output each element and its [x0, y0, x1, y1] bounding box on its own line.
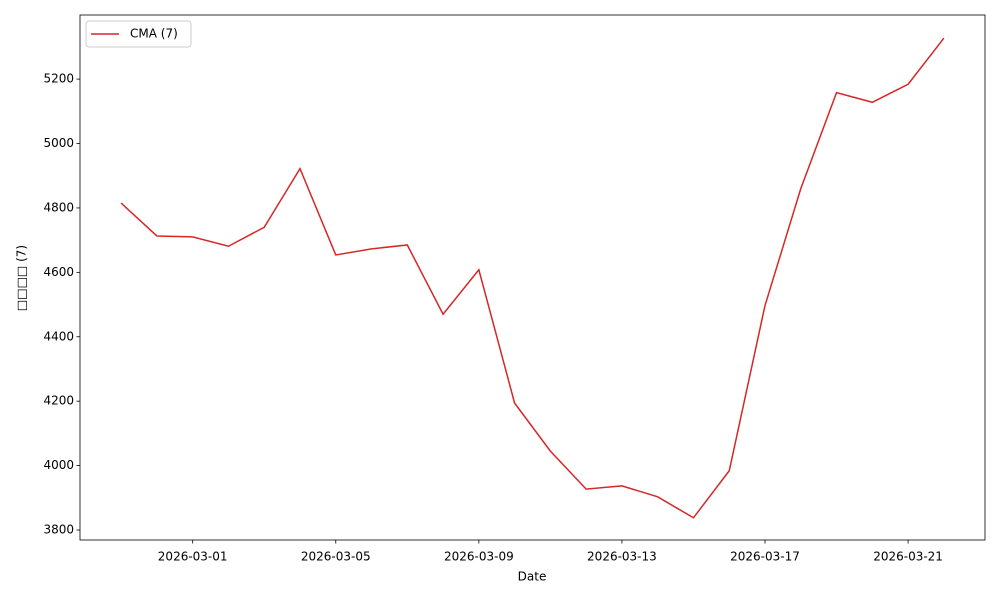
x-tick-label: 2026-03-13: [587, 550, 657, 564]
x-axis-label: Date: [518, 570, 547, 584]
y-tick-label: 4400: [43, 329, 74, 343]
legend-box: [85, 20, 192, 48]
x-tick-label: 2026-03-09: [444, 550, 514, 564]
legend-label: CMA (7): [130, 27, 178, 41]
y-tick-label: 4800: [43, 200, 74, 214]
y-tick-label: 3800: [43, 523, 74, 537]
x-tick-label: 2026-03-17: [730, 550, 800, 564]
y-tick-label: 5200: [43, 72, 74, 86]
axes-frame: [79, 14, 986, 541]
y-axis-label: □□□□ (7): [15, 245, 29, 311]
y-tick-label: 4600: [43, 265, 74, 279]
y-tick-label: 4200: [43, 394, 74, 408]
y-tick-label: 4000: [43, 458, 74, 472]
x-tick-label: 2026-03-01: [158, 550, 228, 564]
y-tick-label: 5000: [43, 136, 74, 150]
x-tick-label: 2026-03-05: [301, 550, 371, 564]
line: [120, 37, 945, 519]
x-tick-label: 2026-03-21: [873, 550, 943, 564]
